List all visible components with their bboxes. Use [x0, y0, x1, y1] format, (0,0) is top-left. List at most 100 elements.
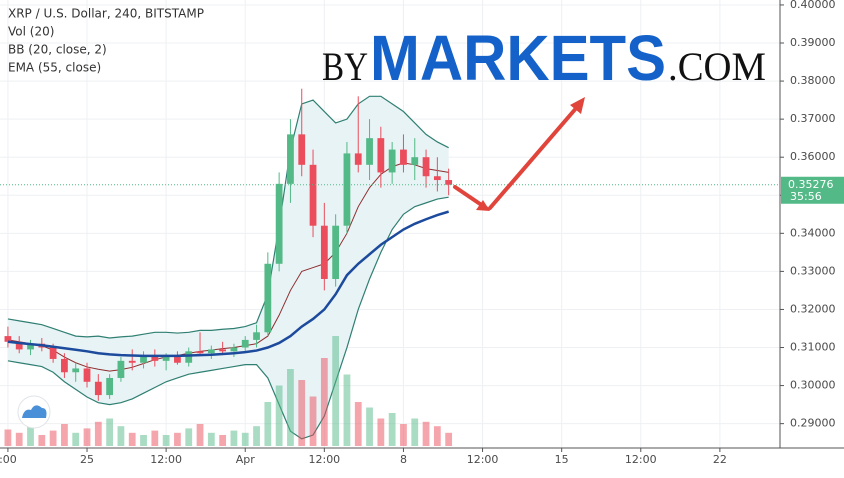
volume-bar: [275, 385, 283, 446]
x-tick-label: 12:00: [308, 453, 340, 466]
y-tick-label: 0.31000: [790, 341, 836, 354]
candle-body: [207, 349, 215, 354]
volume-bar: [400, 424, 407, 446]
candle-body: [264, 263, 272, 333]
candle-body: [15, 341, 23, 350]
candle-body: [61, 358, 68, 373]
y-tick-label: 0.29000: [790, 417, 836, 430]
candle-body: [309, 164, 317, 226]
candle-body: [445, 180, 453, 185]
candle-body: [83, 368, 91, 382]
volume-bar: [219, 435, 227, 446]
candle-body: [230, 347, 238, 352]
indicator-label: EMA (55, close): [8, 61, 101, 75]
volume-bar: [61, 424, 68, 446]
candle-body: [354, 153, 362, 165]
volume-bar: [94, 421, 102, 446]
candle-body: [72, 368, 80, 373]
volume-bar: [388, 413, 396, 446]
ema-line: [7, 210, 450, 358]
volume-bar: [354, 402, 362, 446]
candle-body: [388, 149, 396, 173]
candle-body: [140, 355, 147, 363]
y-tick-label: 0.34000: [790, 226, 836, 239]
x-tick-label: 15: [555, 453, 569, 466]
y-tick-label: 0.30000: [790, 379, 836, 392]
candle-body: [185, 351, 193, 363]
bb-basis: [7, 162, 449, 372]
volume-bar: [332, 336, 340, 446]
candle-body: [94, 381, 102, 396]
x-tick-label: Apr: [236, 453, 256, 466]
candle-body: [332, 225, 340, 280]
volume-bar: [83, 428, 91, 446]
indicator-label: BB (20, close, 2): [8, 43, 107, 57]
candle-body: [253, 332, 260, 340]
volume: [4, 336, 453, 446]
x-tick-label: 25: [80, 453, 94, 466]
chart-title: XRP / U.S. Dollar, 240, BITSTAMP: [8, 7, 204, 21]
volume-bar: [4, 429, 12, 446]
candle-body: [219, 349, 227, 352]
volume-bar: [49, 430, 57, 446]
candle-body: [49, 347, 57, 359]
candle-body: [106, 377, 114, 396]
indicator-label: Vol (20): [8, 25, 54, 39]
badge-cloud[interactable]: [22, 405, 47, 418]
countdown-label: 35:56: [790, 190, 822, 203]
arrow-segment: [488, 104, 580, 210]
candle-body: [174, 357, 181, 363]
y-tick-label: 0.36000: [790, 150, 836, 163]
volume-bar: [128, 432, 136, 446]
volume-bar: [140, 435, 147, 446]
candle-body: [128, 360, 136, 363]
candle-body: [151, 355, 159, 361]
x-tick-label: :00: [0, 453, 17, 466]
candle-body: [377, 138, 385, 173]
x-tick-label: 12:00: [467, 453, 499, 466]
bb-upper: [7, 95, 449, 339]
volume-bar: [264, 402, 272, 446]
volume-bar: [230, 430, 238, 446]
logo-main: MARKETS: [370, 22, 666, 94]
x-tick-label: 12:00: [150, 453, 182, 466]
volume-bar: [207, 432, 215, 446]
volume-bar: [287, 369, 294, 446]
candle-body: [411, 157, 419, 165]
volume-bar: [366, 407, 373, 446]
volume-bar: [27, 426, 34, 446]
arrow-head: [476, 200, 490, 211]
candle-body: [27, 343, 34, 350]
volume-bar: [343, 374, 351, 446]
candle-body: [4, 336, 12, 342]
price-axis-bg: [780, 0, 844, 478]
x-tick-label: 22: [713, 453, 727, 466]
volume-bar: [377, 418, 385, 446]
candle-body: [241, 339, 249, 348]
candle-body: [400, 149, 407, 165]
volume-bar: [38, 435, 46, 446]
y-tick-label: 0.39000: [790, 36, 836, 49]
volume-bar: [320, 358, 328, 446]
y-tick-label: 0.38000: [790, 74, 836, 87]
volume-bar: [253, 426, 260, 446]
volume-bar: [106, 418, 114, 446]
candle-body: [196, 351, 204, 354]
x-tick-label: 8: [400, 453, 407, 466]
tv-badge[interactable]: [17, 395, 51, 429]
x-tick-label: 12:00: [625, 453, 657, 466]
y-tick-label: 0.33000: [790, 264, 836, 277]
candles: [4, 88, 453, 401]
logo-prefix: BY: [322, 44, 368, 89]
logo-suffix: .COM: [668, 44, 766, 89]
arrow-head: [570, 97, 585, 114]
volume-bar: [72, 432, 80, 446]
time-axis-bg: [0, 448, 844, 478]
volume-bar: [151, 430, 159, 446]
last-price-box: [781, 176, 844, 204]
candle-body: [117, 360, 125, 378]
volume-bar: [15, 432, 23, 446]
candle-body: [366, 138, 373, 165]
volume-bar: [196, 424, 204, 446]
